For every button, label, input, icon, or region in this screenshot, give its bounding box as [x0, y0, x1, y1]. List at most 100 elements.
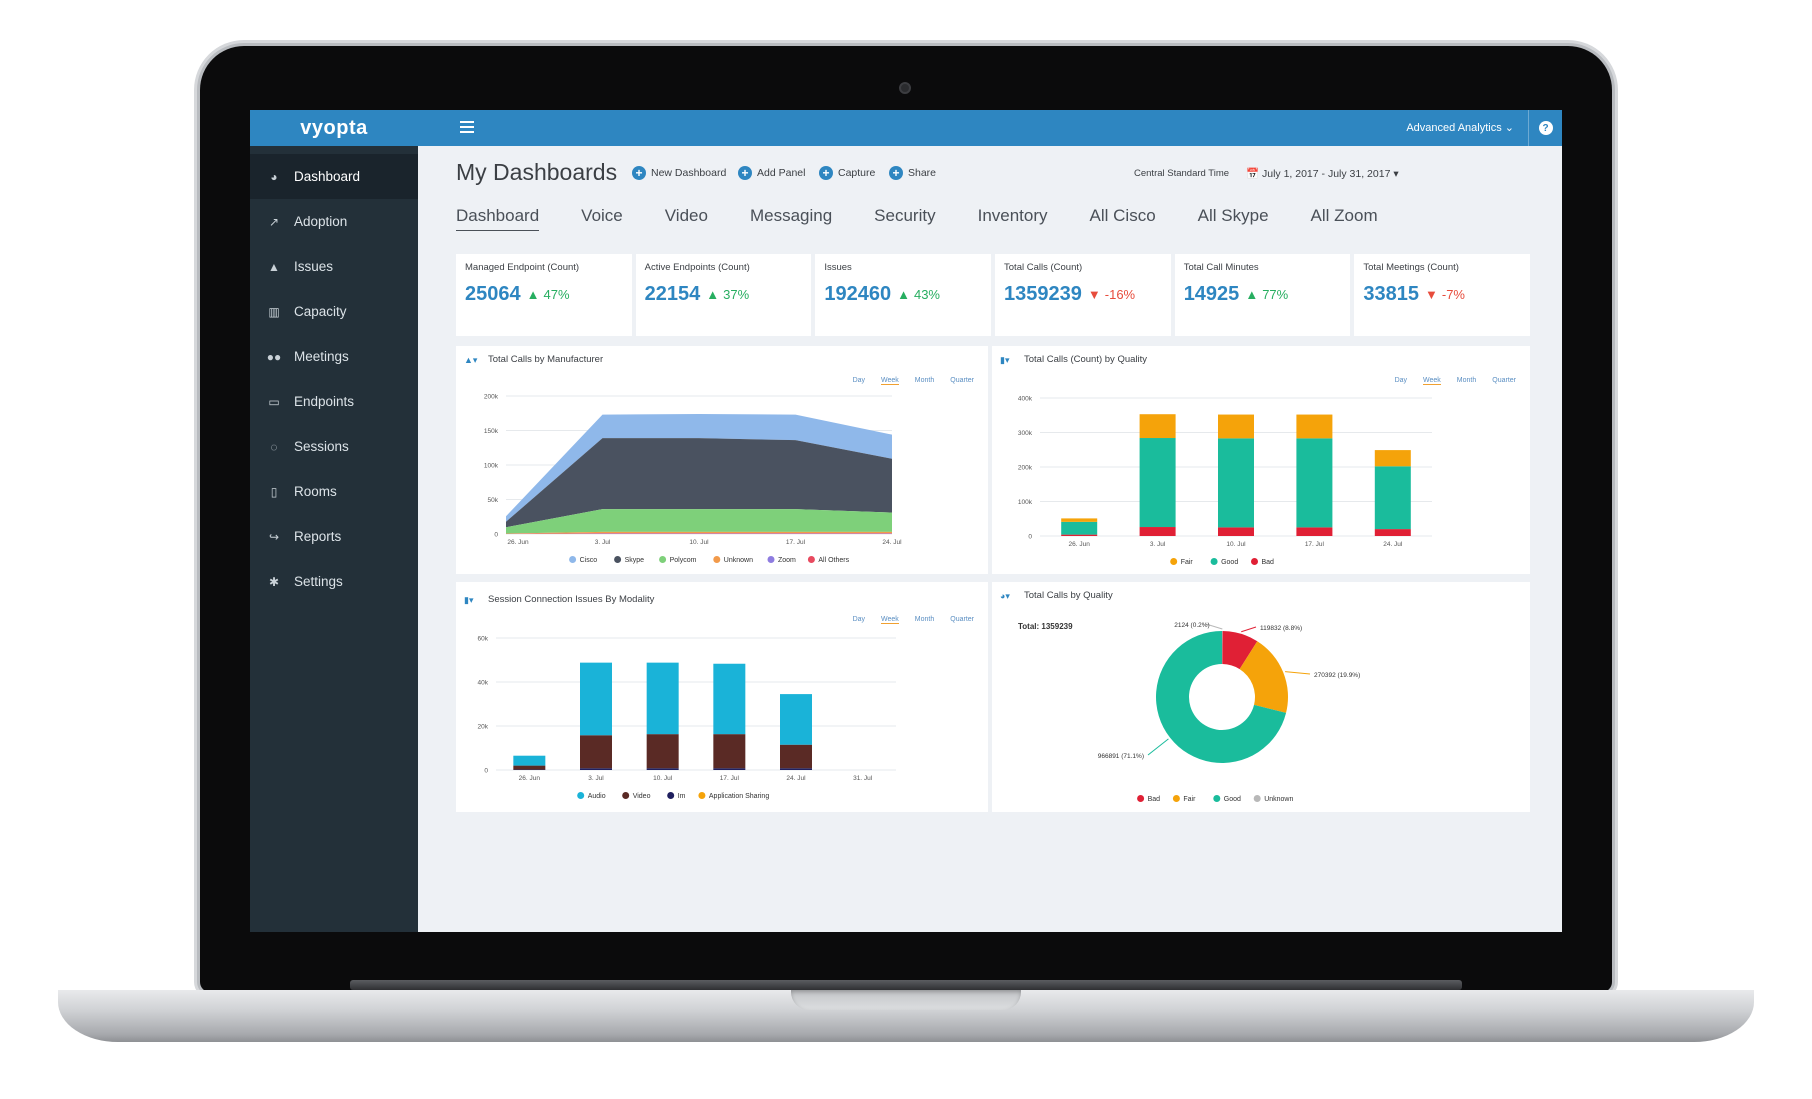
sidebar-item-rooms[interactable]: ▯ Rooms: [250, 469, 418, 514]
period-quarter[interactable]: Quarter: [950, 377, 974, 384]
sidebar-item-capacity[interactable]: ▥ Capacity: [250, 289, 418, 334]
bar-video[interactable]: [580, 735, 612, 769]
period-day[interactable]: Day: [852, 377, 866, 384]
bar-bad[interactable]: [1296, 527, 1333, 536]
share-button[interactable]: + Share: [889, 166, 936, 180]
panel-title: Total Calls by Quality: [1024, 590, 1113, 601]
bar-good[interactable]: [1061, 521, 1098, 535]
sidebar-item-issues[interactable]: ▲ Issues: [250, 244, 418, 289]
bar-video[interactable]: [646, 734, 679, 769]
date-range-picker[interactable]: 📅 July 1, 2017 - July 31, 2017 ▾: [1246, 168, 1399, 180]
bar-bad[interactable]: [1374, 529, 1411, 536]
bar-im[interactable]: [780, 768, 812, 770]
tab-security[interactable]: Security: [874, 206, 936, 225]
period-quarter[interactable]: Quarter: [950, 616, 974, 623]
sidebar-item-endpoints[interactable]: ▭ Endpoints: [250, 379, 418, 424]
period-quarter[interactable]: Quarter: [1492, 377, 1516, 384]
bar-good[interactable]: [1218, 438, 1254, 528]
bar-bad[interactable]: [1061, 534, 1098, 536]
capture-button[interactable]: + Capture: [819, 166, 875, 180]
kpi-card[interactable]: Total Call Minutes 14925 ▲ 77%: [1174, 254, 1351, 336]
laptop-notch: [791, 990, 1021, 1010]
bar-fair[interactable]: [1374, 450, 1411, 467]
bar-good[interactable]: [1296, 438, 1333, 528]
bar-im[interactable]: [580, 768, 612, 770]
kpi-card[interactable]: Total Calls (Count) 1359239 ▼ -16%: [995, 254, 1171, 336]
new-dashboard-button[interactable]: + New Dashboard: [632, 166, 726, 180]
kpi-card[interactable]: Active Endpoints (Count) 22154 ▲ 37%: [635, 254, 812, 336]
period-month[interactable]: Month: [914, 377, 935, 384]
sidebar-item-reports[interactable]: ↪ Reports: [250, 514, 418, 559]
bar-im[interactable]: [646, 768, 679, 770]
bar-fair[interactable]: [1061, 518, 1098, 522]
sidebar-item-meetings[interactable]: ●● Meetings: [250, 334, 418, 379]
bar-im[interactable]: [713, 768, 746, 770]
bar-audio[interactable]: [780, 694, 812, 745]
tab-all-skype[interactable]: All Skype: [1197, 206, 1269, 225]
area-series-polycom[interactable]: [506, 509, 892, 534]
stacked-bar-chart: 0 20k 40k 60k 26. Jun 3. Jul 10. Jul 17. Jul 24.…: [478, 636, 896, 800]
bar-bad[interactable]: [1139, 527, 1176, 536]
tab-all-zoom[interactable]: All Zoom: [1310, 206, 1378, 225]
period-day[interactable]: Day: [1394, 377, 1408, 384]
bar-audio[interactable]: [580, 662, 612, 736]
area-chart-icon[interactable]: ▲▾: [464, 354, 478, 365]
x-tick-label: 3. Jul: [595, 539, 611, 546]
add-panel-button[interactable]: + Add Panel: [738, 166, 805, 180]
tab-dashboard[interactable]: Dashboard: [456, 206, 540, 231]
area-series-unknown[interactable]: [506, 531, 892, 534]
bar-audio[interactable]: [646, 662, 679, 735]
period-week[interactable]: Week: [881, 616, 899, 624]
kpi-value: 33815: [1363, 283, 1419, 305]
tab-all-cisco[interactable]: All Cisco: [1089, 206, 1156, 225]
sidebar-item-dashboard[interactable]: ◕ Dashboard: [250, 154, 418, 199]
help-button[interactable]: ?: [1528, 110, 1562, 146]
bar-video[interactable]: [513, 765, 546, 770]
kpi-card[interactable]: Total Meetings (Count) 33815 ▼ -7%: [1354, 254, 1531, 336]
sidebar-item-settings[interactable]: ✱ Settings: [250, 559, 418, 604]
donut-slice-unknown[interactable]: [1222, 631, 1223, 665]
legend-label: Zoom: [778, 557, 796, 564]
bar-good[interactable]: [1139, 438, 1176, 528]
bar-chart-icon[interactable]: ▮▾: [1000, 354, 1010, 365]
tab-messaging[interactable]: Messaging: [749, 206, 833, 225]
advanced-analytics-dropdown[interactable]: Advanced Analytics ⌄: [1406, 122, 1514, 134]
pie-chart-icon[interactable]: ◕▾: [1000, 590, 1010, 601]
bar-good[interactable]: [1374, 466, 1411, 530]
period-month[interactable]: Month: [914, 616, 935, 623]
donut-slice-bad[interactable]: [1222, 631, 1258, 670]
bar-fair[interactable]: [1296, 414, 1333, 439]
hamburger-menu-icon[interactable]: [460, 121, 474, 133]
period-week[interactable]: Week: [1423, 377, 1441, 385]
tab-voice[interactable]: Voice: [581, 206, 623, 225]
area-series-cisco[interactable]: [506, 413, 892, 522]
bar-audio[interactable]: [713, 663, 746, 735]
tab-video[interactable]: Video: [664, 206, 708, 225]
bar-fair[interactable]: [1218, 414, 1254, 439]
y-tick-label: 100k: [1018, 499, 1033, 506]
sidebar-item-adoption[interactable]: ↗ Adoption: [250, 199, 418, 244]
period-week[interactable]: Week: [881, 377, 899, 385]
donut-slice-good[interactable]: [1156, 631, 1287, 763]
sidebar-item-label: Capacity: [294, 304, 347, 319]
tab-inventory[interactable]: Inventory: [977, 206, 1048, 225]
slice-data-label: 2124 (0.2%): [1174, 622, 1209, 629]
area-series-zoom[interactable]: [506, 533, 892, 534]
bar-fair[interactable]: [1139, 414, 1176, 439]
kpi-card[interactable]: Managed Endpoint (Count) 25064 ▲ 47%: [456, 254, 632, 336]
stacked-bar-chart: 0 100k 200k 300k 400k 26. Jun 3. Jul 10. Jul 17.…: [1018, 396, 1432, 566]
period-month[interactable]: Month: [1456, 377, 1477, 384]
logo[interactable]: vyopta: [300, 116, 368, 139]
period-day[interactable]: Day: [852, 616, 866, 623]
donut-slice-fair[interactable]: [1239, 641, 1288, 713]
area-series-skype[interactable]: [506, 438, 892, 528]
kpi-card[interactable]: Issues 192460 ▲ 43%: [815, 254, 992, 336]
bar-video[interactable]: [713, 734, 746, 769]
bar-chart-icon[interactable]: ▮▾: [464, 594, 474, 605]
bar-video[interactable]: [780, 744, 812, 769]
sidebar-item-label: Adoption: [294, 214, 348, 229]
x-tick-label: 26. Jun: [1069, 541, 1091, 548]
bar-audio[interactable]: [513, 755, 546, 766]
sidebar-item-sessions[interactable]: ◌ Sessions: [250, 424, 418, 469]
bar-bad[interactable]: [1218, 527, 1254, 536]
